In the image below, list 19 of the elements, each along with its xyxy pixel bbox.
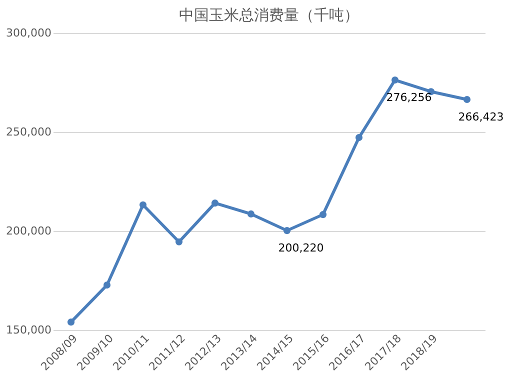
data-label: 266,423 — [458, 110, 504, 124]
point — [67, 318, 75, 326]
point — [283, 227, 291, 234]
data-label: 200,220 — [278, 242, 324, 255]
chart-title: 中国玉米总消费量（千吨） — [179, 6, 359, 24]
y-tick-label: 250,000 — [6, 126, 52, 138]
y-tick-label: 150,000 — [6, 324, 52, 336]
point — [211, 200, 219, 207]
point — [247, 210, 255, 218]
point — [391, 76, 399, 84]
y-tick-label: 300,000 — [6, 26, 52, 40]
point — [175, 238, 183, 246]
point — [139, 201, 147, 208]
data-label: 276,256 — [386, 91, 432, 104]
point — [355, 134, 363, 142]
point — [463, 96, 471, 104]
y-tick-label: 200,000 — [6, 224, 52, 238]
point — [319, 211, 327, 218]
point — [103, 282, 111, 289]
